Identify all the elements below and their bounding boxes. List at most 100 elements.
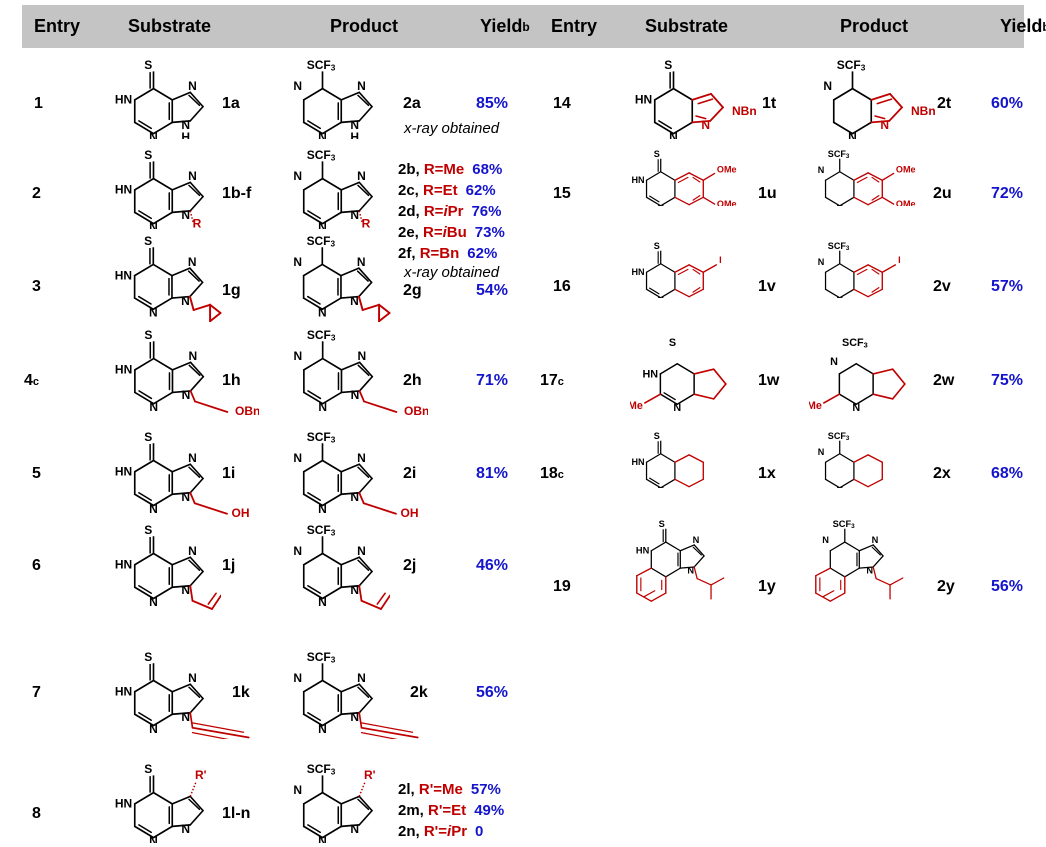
svg-text:N: N — [357, 544, 366, 558]
svg-text:Me: Me — [809, 400, 822, 412]
svg-text:N: N — [149, 220, 158, 229]
svg-text:SCF3: SCF3 — [828, 242, 850, 252]
svg-text:N: N — [350, 294, 359, 308]
svg-text:S: S — [659, 520, 665, 529]
svg-text:S: S — [144, 60, 152, 72]
svg-text:SCF3: SCF3 — [307, 236, 336, 249]
svg-text:N: N — [357, 451, 366, 465]
svg-text:SCF3: SCF3 — [307, 432, 336, 445]
svg-text:N: N — [181, 583, 190, 597]
svg-text:R: R — [193, 216, 202, 229]
svg-text:N: N — [852, 402, 860, 414]
svg-text:N: N — [357, 169, 366, 183]
svg-text:N: N — [294, 349, 303, 363]
svg-text:N: N — [351, 388, 360, 402]
svg-text:N: N — [149, 306, 158, 320]
svg-text:N: N — [293, 783, 302, 797]
svg-text:OMe: OMe — [717, 199, 737, 206]
svg-text:S: S — [144, 432, 152, 444]
svg-text:N: N — [357, 255, 366, 269]
svg-text:N: N — [357, 79, 366, 93]
svg-text:S: S — [144, 764, 152, 776]
svg-text:N: N — [181, 490, 190, 504]
svg-text:N: N — [182, 388, 191, 402]
svg-text:N: N — [149, 595, 158, 609]
svg-text:S: S — [144, 525, 152, 537]
svg-text:N: N — [188, 255, 197, 269]
svg-text:N: N — [357, 671, 366, 685]
svg-text:SCF3: SCF3 — [828, 432, 850, 442]
svg-text:OMe: OMe — [717, 164, 737, 174]
svg-text:N: N — [350, 822, 359, 836]
svg-text:N: N — [872, 535, 879, 545]
svg-text:I: I — [719, 255, 722, 265]
svg-text:SCF3: SCF3 — [837, 60, 866, 73]
svg-text:SCF3: SCF3 — [307, 652, 336, 665]
svg-text:N: N — [188, 451, 197, 465]
svg-text:N: N — [673, 402, 681, 414]
svg-text:HN: HN — [115, 558, 132, 572]
svg-text:N: N — [818, 447, 825, 457]
svg-text:OMe: OMe — [896, 199, 916, 206]
svg-text:HN: HN — [631, 267, 644, 277]
svg-text:N: N — [669, 130, 678, 139]
svg-text:N: N — [318, 834, 327, 843]
svg-text:N: N — [836, 295, 843, 298]
svg-text:H: H — [350, 130, 359, 139]
svg-text:H: H — [181, 130, 190, 139]
svg-text:HN: HN — [115, 93, 132, 107]
svg-text:N: N — [823, 79, 832, 93]
svg-text:N: N — [188, 671, 197, 685]
svg-text:HN: HN — [115, 268, 132, 282]
svg-text:N: N — [188, 79, 197, 93]
svg-text:SCF3: SCF3 — [307, 150, 336, 163]
svg-text:N: N — [149, 502, 158, 516]
svg-text:S: S — [669, 338, 676, 349]
svg-text:N: N — [293, 451, 302, 465]
svg-text:N: N — [818, 165, 825, 175]
svg-text:N: N — [880, 118, 889, 132]
svg-text:HN: HN — [115, 363, 132, 377]
svg-text:HN: HN — [115, 465, 132, 479]
svg-text:N: N — [350, 208, 359, 222]
svg-text:N: N — [836, 203, 843, 206]
svg-text:N: N — [350, 583, 359, 597]
svg-text:N: N — [866, 565, 873, 575]
svg-text:OH: OH — [232, 506, 250, 519]
svg-text:SCF3: SCF3 — [828, 150, 850, 160]
svg-text:HN: HN — [115, 797, 132, 811]
svg-text:N: N — [318, 595, 327, 609]
svg-text:N: N — [181, 294, 190, 308]
svg-text:S: S — [654, 150, 660, 159]
svg-text:N: N — [318, 130, 327, 139]
svg-text:NBn: NBn — [732, 104, 757, 118]
svg-text:S: S — [144, 150, 152, 162]
svg-text:R': R' — [195, 768, 206, 782]
svg-text:SCF3: SCF3 — [307, 764, 336, 777]
svg-text:SCF3: SCF3 — [307, 525, 336, 538]
svg-text:N: N — [181, 822, 190, 836]
svg-text:N: N — [318, 502, 327, 516]
svg-text:N: N — [657, 203, 664, 206]
svg-text:HN: HN — [642, 368, 658, 380]
svg-text:SCF3: SCF3 — [842, 338, 868, 350]
svg-text:I: I — [898, 255, 901, 265]
svg-text:N: N — [836, 485, 843, 488]
svg-text:SCF3: SCF3 — [833, 520, 856, 530]
svg-text:OBn: OBn — [235, 404, 259, 418]
svg-text:N: N — [318, 306, 327, 320]
svg-text:R': R' — [364, 768, 375, 782]
svg-text:S: S — [654, 432, 660, 441]
svg-text:N: N — [188, 544, 197, 558]
svg-text:N: N — [818, 257, 825, 267]
svg-text:S: S — [664, 60, 672, 72]
svg-text:N: N — [293, 671, 302, 685]
svg-text:OMe: OMe — [896, 164, 916, 174]
svg-text:HN: HN — [636, 546, 650, 556]
svg-text:N: N — [188, 169, 197, 183]
svg-text:N: N — [701, 118, 710, 132]
svg-text:HN: HN — [631, 175, 644, 185]
svg-text:N: N — [149, 834, 158, 843]
svg-text:N: N — [830, 356, 838, 368]
svg-text:SCF3: SCF3 — [307, 330, 336, 343]
